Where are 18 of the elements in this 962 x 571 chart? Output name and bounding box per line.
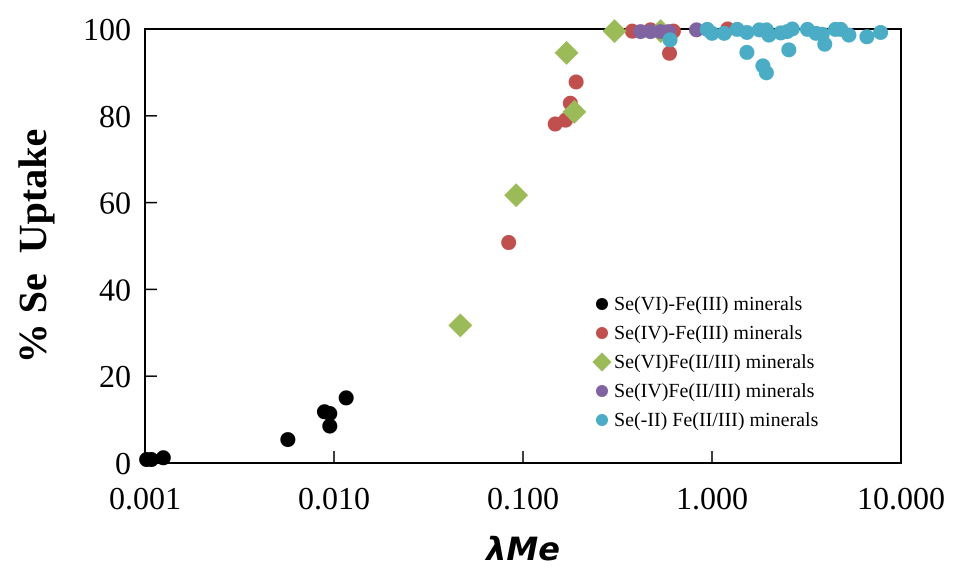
x-tick-label: 0.001 [109, 480, 181, 516]
y-tick-label: 0 [115, 445, 131, 481]
x-axis-title: λMe [484, 530, 560, 568]
x-tick-label: 0.010 [298, 480, 370, 516]
legend-label: Se(IV)Fe(II/III) minerals [614, 380, 815, 402]
y-axis-title: % Se Uptake [10, 128, 55, 364]
legend-label: Se(VI)-Fe(III) minerals [614, 293, 802, 315]
x-tick-label: 1.000 [676, 480, 748, 516]
legend-label: Se(IV)-Fe(III) minerals [614, 322, 802, 344]
y-tick-label: 20 [99, 358, 131, 394]
x-tick-label: 0.100 [487, 480, 559, 516]
legend-label: Se(VI)Fe(II/III) minerals [614, 351, 815, 373]
legend-label: Se(-II) Fe(II/III) minerals [614, 409, 819, 431]
x-tick-label: 10.000 [857, 480, 945, 516]
y-tick-label: 100 [83, 11, 131, 47]
y-tick-label: 60 [99, 184, 131, 221]
y-tick-label: 40 [99, 271, 131, 308]
y-tick-label: 80 [99, 98, 131, 134]
